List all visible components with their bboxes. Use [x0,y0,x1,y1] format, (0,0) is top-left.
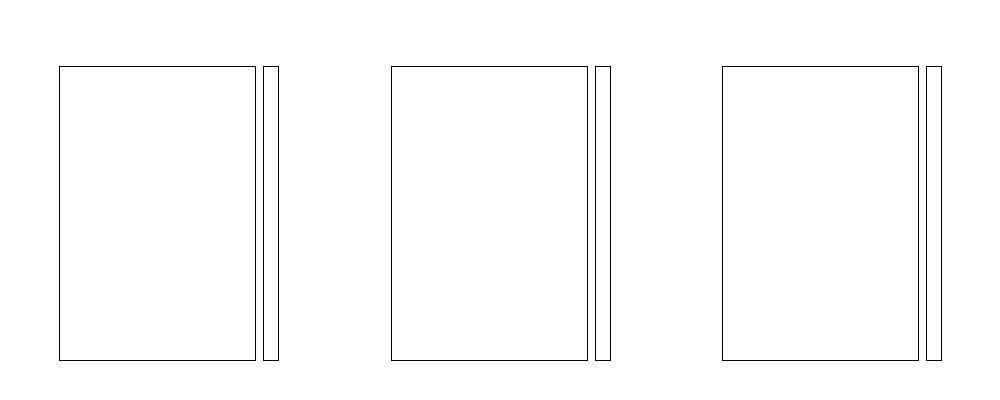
pco2-heatmap-canvas [392,67,587,360]
dic-heatmap-canvas [723,67,918,360]
panel-talk-colorbar [263,66,279,361]
panel-dic-axes [722,66,919,361]
panel-talk [59,66,279,361]
talk-heatmap-canvas [60,67,255,360]
dic-colorbar-canvas [927,67,941,360]
panel-pco2 [391,66,611,361]
panel-pco2-colorbar [595,66,611,361]
panel-dic-colorbar [926,66,942,361]
pco2-colorbar-canvas [596,67,610,360]
panel-talk-axes [59,66,256,361]
talk-colorbar-canvas [264,67,278,360]
panel-dic [722,66,942,361]
panel-pco2-axes [391,66,588,361]
